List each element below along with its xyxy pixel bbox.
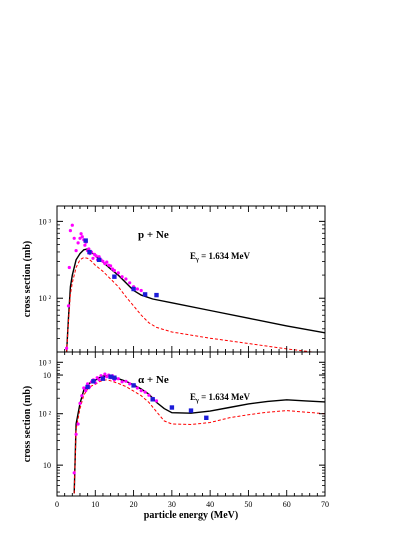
- x-tick-label: 60: [283, 500, 291, 509]
- y-axis-label-p-ne: cross section (mb): [22, 241, 33, 317]
- data-point-magenta: [72, 236, 76, 240]
- x-axis-label: particle energy (MeV): [144, 510, 238, 521]
- panel-label-p-ne: p + Ne: [138, 229, 169, 241]
- data-point-magenta: [147, 393, 151, 397]
- data-point-square: [150, 397, 155, 402]
- data-point-magenta: [124, 277, 128, 281]
- data-point-square: [142, 292, 148, 297]
- data-point-magenta: [80, 235, 84, 239]
- panel-label-alpha-ne: α + Ne: [138, 374, 169, 386]
- data-point-magenta: [70, 223, 74, 227]
- data-point-magenta: [83, 243, 87, 247]
- data-point-magenta: [72, 471, 76, 475]
- data-point-magenta: [139, 389, 143, 393]
- y-axis-label-alpha-ne: cross section (mb): [22, 386, 33, 462]
- data-point-magenta: [80, 394, 84, 398]
- data-point-square: [154, 292, 159, 298]
- data-point-magenta: [116, 377, 120, 381]
- data-point-magenta: [105, 260, 109, 264]
- data-point-magenta: [128, 382, 132, 386]
- data-point-magenta: [86, 382, 90, 386]
- data-point-magenta: [124, 379, 128, 383]
- data-point-magenta: [79, 232, 83, 236]
- data-point-magenta: [154, 399, 159, 403]
- y-tick-label: 10: [43, 461, 51, 470]
- data-point-magenta: [74, 432, 78, 436]
- data-point-square: [169, 405, 175, 410]
- data-point-magenta: [101, 259, 105, 263]
- gamma-energy-label: Eγ = 1.634 MeV: [190, 251, 250, 263]
- data-point-square: [85, 384, 90, 390]
- data-point-square: [91, 379, 96, 384]
- data-point-magenta: [109, 264, 113, 268]
- panel-alpha-ne: 10 10 ² 10 ³ 0 10 20 30 40 50 60 70 α + Ne Eγ = 1.…: [22, 351, 329, 521]
- data-point-magenta: [76, 422, 80, 426]
- data-point-magenta: [116, 271, 120, 275]
- data-point-magenta: [78, 236, 82, 240]
- x-tick-label: 50: [244, 500, 252, 509]
- data-point-magenta: [120, 275, 124, 279]
- plot-area-alpha-ne: [72, 372, 325, 494]
- data-point-magenta: [95, 376, 99, 380]
- data-point-square: [204, 415, 209, 420]
- data-point-square: [83, 238, 88, 243]
- data-point-square: [112, 274, 117, 279]
- data-point-magenta: [91, 256, 95, 260]
- data-point-magenta: [120, 380, 124, 384]
- calc-curve-dashed-red: [73, 379, 325, 494]
- data-point-magenta: [128, 281, 132, 285]
- data-point-magenta: [66, 304, 71, 308]
- x-tick-label: 40: [206, 500, 214, 509]
- y-tick-label: 10 ²: [39, 294, 52, 303]
- data-point-square: [96, 257, 102, 262]
- plot-area-p-ne: [65, 223, 325, 352]
- panel-p-ne: 10 10 ² 10 ³ p + Ne Eγ = 1.634 MeV cross s…: [22, 205, 326, 380]
- data-point-magenta: [103, 372, 107, 376]
- data-point-magenta: [135, 287, 139, 291]
- data-point-magenta: [139, 288, 143, 293]
- y-tick-label: 10 ³: [39, 217, 52, 226]
- x-tick-label: 30: [168, 500, 176, 509]
- data-point-square: [108, 374, 113, 379]
- data-point-magenta: [143, 390, 147, 394]
- x-tick-label: 0: [55, 500, 59, 509]
- data-point-magenta: [74, 249, 78, 253]
- data-point-square: [188, 408, 194, 413]
- x-tick-label: 10: [91, 500, 99, 509]
- data-point-magenta: [68, 229, 72, 233]
- calc-curve-solid-black: [65, 248, 325, 352]
- data-point-magenta: [82, 386, 86, 390]
- data-point-magenta: [112, 268, 116, 273]
- data-point-magenta: [97, 378, 101, 382]
- data-point-square: [87, 249, 92, 255]
- data-point-square: [112, 375, 117, 380]
- y-tick-label: 10 ³: [39, 358, 52, 367]
- data-point-magenta: [135, 386, 139, 390]
- y-tick-label: 10 ²: [39, 410, 52, 419]
- data-point-magenta: [76, 241, 80, 245]
- plot-frame-alpha-ne: [56, 351, 326, 497]
- data-point-magenta: [84, 389, 88, 393]
- axis-ticks-alpha-ne: 10 10 ² 10 ³ 0 10 20 30 40 50 60 70: [39, 352, 329, 509]
- x-tick-label: 70: [321, 500, 329, 509]
- gamma-energy-label-2: Eγ = 1.634 MeV: [190, 392, 250, 404]
- data-point-square: [131, 383, 136, 388]
- data-point-magenta: [97, 255, 101, 259]
- x-tick-label: 20: [130, 500, 138, 509]
- data-point-magenta: [87, 247, 91, 251]
- data-point-magenta: [94, 254, 98, 258]
- data-point-square: [131, 286, 136, 292]
- data-point-magenta: [65, 346, 69, 350]
- data-point-magenta: [67, 265, 71, 270]
- data-point-magenta: [78, 401, 82, 405]
- y-tick-label: 10: [43, 371, 51, 380]
- data-point-square: [100, 376, 106, 381]
